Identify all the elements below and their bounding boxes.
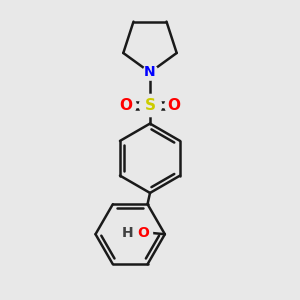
Text: O: O: [120, 98, 133, 113]
Text: O: O: [167, 98, 180, 113]
Text: S: S: [145, 98, 155, 113]
Text: N: N: [144, 65, 156, 80]
Text: O: O: [137, 226, 149, 240]
Text: H: H: [122, 226, 134, 240]
